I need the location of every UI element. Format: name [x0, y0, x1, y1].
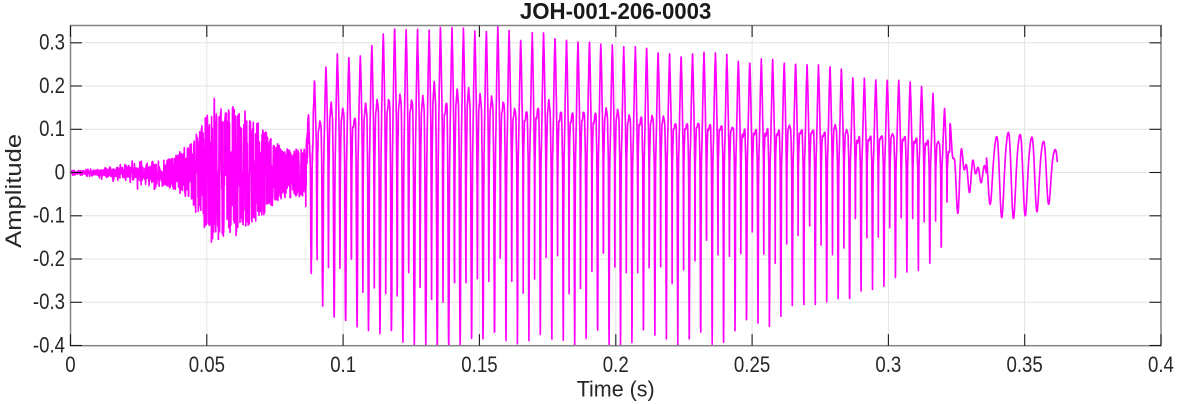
svg-text:0.25: 0.25 [734, 352, 770, 377]
svg-text:-0.1: -0.1 [33, 203, 65, 228]
svg-text:-0.4: -0.4 [33, 332, 65, 357]
svg-text:0.35: 0.35 [1007, 352, 1043, 377]
svg-text:0: 0 [65, 352, 75, 377]
svg-text:-0.3: -0.3 [33, 289, 65, 314]
svg-text:Time (s): Time (s) [577, 377, 655, 402]
svg-text:0.3: 0.3 [39, 30, 65, 55]
svg-text:Amplitude: Amplitude [1, 134, 26, 248]
svg-text:0: 0 [55, 159, 65, 184]
svg-text:0.05: 0.05 [189, 352, 225, 377]
svg-text:JOH-001-206-0003: JOH-001-206-0003 [520, 0, 712, 24]
svg-text:0.3: 0.3 [875, 352, 901, 377]
svg-text:0.1: 0.1 [330, 352, 356, 377]
svg-text:0.1: 0.1 [39, 116, 65, 141]
svg-text:0.15: 0.15 [461, 352, 497, 377]
svg-text:0.2: 0.2 [603, 352, 629, 377]
svg-text:0.4: 0.4 [1148, 352, 1174, 377]
svg-text:-0.2: -0.2 [33, 246, 65, 271]
svg-text:0.2: 0.2 [39, 73, 65, 98]
